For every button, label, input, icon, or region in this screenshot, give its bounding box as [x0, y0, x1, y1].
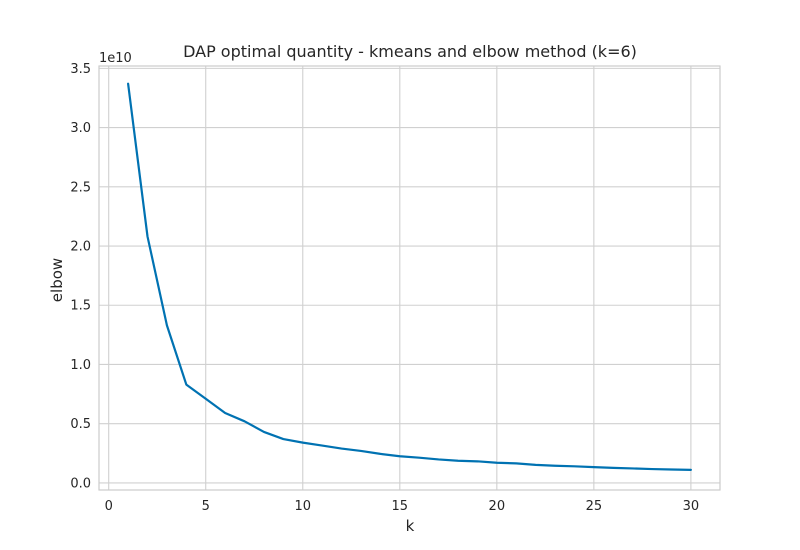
x-tick-label: 30 — [683, 499, 700, 514]
data-point — [380, 453, 382, 455]
data-point — [166, 325, 168, 327]
data-point — [186, 384, 188, 386]
y-axis-label: elbow — [48, 258, 66, 302]
data-point — [515, 463, 517, 465]
data-point — [302, 442, 304, 444]
series-line — [127, 82, 692, 471]
data-point — [283, 438, 285, 440]
data-point — [612, 467, 614, 469]
data-point — [399, 455, 401, 457]
plot-frame — [98, 65, 721, 491]
data-point — [651, 468, 653, 470]
x-tick-label: 0 — [105, 499, 113, 514]
data-point — [457, 460, 459, 462]
y-tick-label: 2.5 — [70, 180, 91, 195]
data-point — [496, 462, 498, 464]
data-point — [438, 459, 440, 461]
data-point — [244, 421, 246, 423]
data-point — [127, 83, 129, 85]
data-point — [671, 469, 673, 471]
x-tick-label: 20 — [489, 499, 506, 514]
data-point — [535, 464, 537, 466]
y-axis-offset-label: 1e10 — [99, 51, 132, 66]
data-point — [690, 469, 692, 471]
data-point — [593, 466, 595, 468]
x-tick-label: 10 — [294, 499, 311, 514]
x-tick-label: 15 — [392, 499, 409, 514]
y-tick-label: 0.5 — [70, 417, 91, 432]
x-axis-label: k — [406, 517, 415, 535]
data-point — [574, 466, 576, 468]
data-point — [341, 448, 343, 450]
x-tick-label: 5 — [202, 499, 210, 514]
chart-title: DAP optimal quantity - kmeans and elbow … — [183, 42, 637, 61]
y-tick-label: 0.0 — [70, 476, 91, 491]
data-point — [263, 431, 265, 433]
data-point — [147, 236, 149, 238]
data-point — [360, 450, 362, 452]
y-tick-label: 1.0 — [70, 358, 91, 373]
data-point — [224, 412, 226, 414]
y-axis-ticks: 0.0 0.5 1.0 1.5 2.0 2.5 3.0 3.5 — [70, 62, 91, 492]
y-tick-label: 3.0 — [70, 121, 91, 136]
data-point — [554, 465, 556, 467]
data-point — [205, 398, 207, 400]
y-tick-label: 1.5 — [70, 299, 91, 314]
data-point — [632, 468, 634, 470]
data-point — [418, 457, 420, 459]
x-axis-ticks: 0 5 10 15 20 25 30 — [105, 499, 700, 514]
y-tick-label: 2.0 — [70, 240, 91, 255]
data-point — [477, 461, 479, 463]
grid — [99, 66, 720, 490]
y-tick-label: 3.5 — [70, 62, 91, 77]
data-point — [321, 445, 323, 447]
series-layer — [127, 82, 692, 471]
x-tick-label: 25 — [586, 499, 603, 514]
